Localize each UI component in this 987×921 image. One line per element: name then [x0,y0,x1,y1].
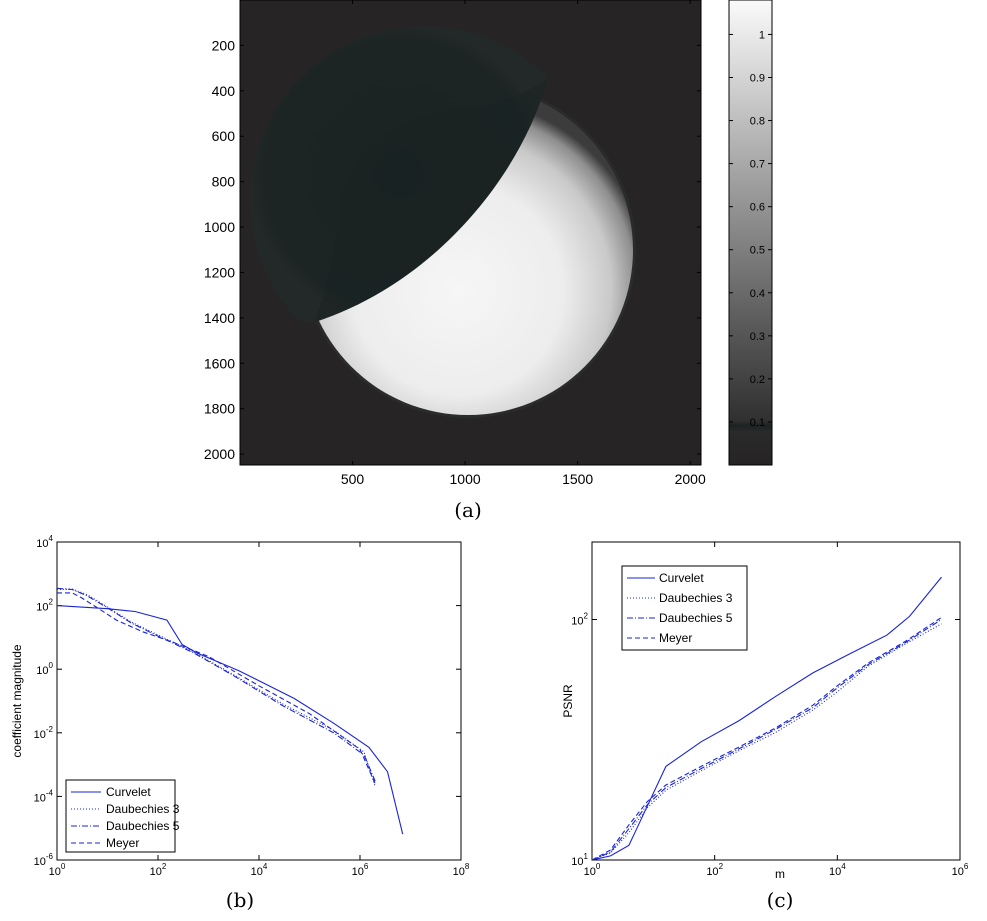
a-ytick-label: 400 [212,83,236,99]
legend-b-daub3: Daubechies 3 [106,802,180,816]
b-xtick-label: 100 [49,862,66,878]
caption-b: (b) [226,888,254,912]
c-series-daubechies-3 [592,623,942,860]
cbar-tick-label: 0.7 [750,159,765,171]
c-xtick-label: 106 [952,862,969,878]
legend-c-daub5: Daubechies 5 [659,611,733,625]
panel-c-legend: Curvelet Daubechies 3 Daubechies 5 Meyer [621,565,748,651]
panel-a-y-ticks: 200 400 600 800 1000 1200 1400 1600 1800 2000 [204,37,701,462]
a-xtick-label: 1000 [450,471,481,487]
b-xtick-label: 102 [150,862,167,878]
b-xtick-label: 104 [251,862,268,878]
panel-b-lines [57,587,404,835]
a-ytick-label: 800 [212,174,236,190]
cbar-tick-label: 0.3 [750,331,765,343]
c-ytick-label: 102 [571,611,588,627]
b-xtick-label: 108 [453,862,470,878]
a-ytick-label: 1600 [204,355,235,371]
cbar-tick-label: 0.9 [750,73,765,85]
panel-a: 200 400 600 800 1000 1200 1400 1600 1800 2000 500… [204,0,773,522]
colorbar-ticks: 0.1 0.2 0.3 0.4 0.5 0.6 0.7 0.8 0.9 1 [729,29,772,429]
cbar-tick-label: 1 [759,29,765,41]
a-ytick-label: 200 [212,37,236,53]
b-ytick-label: 100 [36,661,53,677]
c-series-curvelet [592,576,942,860]
cbar-tick-label: 0.8 [750,116,765,128]
b-ytick-label: 104 [36,534,53,550]
legend-b-daub5: Daubechies 5 [106,819,180,833]
cbar-tick-label: 0.4 [750,288,765,300]
a-xtick-label: 500 [341,471,365,487]
a-ytick-label: 1400 [204,310,235,326]
legend-c-meyer: Meyer [659,631,692,645]
panel-b-ylabel: coefficient magnitude [10,644,24,758]
caption-a: (a) [454,498,482,522]
colorbar [728,0,773,466]
a-xtick-label: 2000 [675,471,706,487]
panel-b-legend: Curvelet Daubechies 3 Daubechies 5 Meyer [65,779,180,853]
legend-b-meyer: Meyer [106,836,139,850]
a-ytick-label: 2000 [204,446,235,462]
c-xtick-label: 102 [706,862,723,878]
b-ytick-label: 10-4 [34,788,54,804]
c-series-daubechies-5 [592,619,942,860]
a-xtick-label: 1500 [562,471,593,487]
a-ytick-label: 1800 [204,401,235,417]
b-series-meyer [57,592,376,784]
caption-c: (c) [767,888,794,912]
panel-a-x-ticks: 500 1000 1500 2000 [341,0,706,487]
legend-b-curvelet: Curvelet [106,785,151,799]
a-ytick-label: 1200 [204,264,235,280]
panel-c-xlabel: m [775,867,785,881]
c-series-meyer [592,616,942,860]
panel-c-lines [592,576,942,860]
b-ytick-label: 102 [36,598,53,614]
cbar-tick-label: 0.1 [750,417,765,429]
legend-c-daub3: Daubechies 3 [659,591,733,605]
panel-c-ylabel: PSNR [561,684,575,718]
disk-shadow-inner [315,78,548,322]
cbar-tick-label: 0.2 [750,374,765,386]
b-xtick-label: 106 [352,862,369,878]
cbar-tick-label: 0.6 [750,202,765,214]
b-ytick-label: 10-2 [34,725,54,741]
cbar-tick-label: 0.5 [750,245,765,257]
c-xtick-label: 104 [829,862,846,878]
c-xtick-label: 100 [584,862,601,878]
legend-c-curvelet: Curvelet [659,571,704,585]
a-ytick-label: 600 [212,128,236,144]
a-ytick-label: 1000 [204,219,235,235]
b-series-daubechies-5 [57,587,376,782]
